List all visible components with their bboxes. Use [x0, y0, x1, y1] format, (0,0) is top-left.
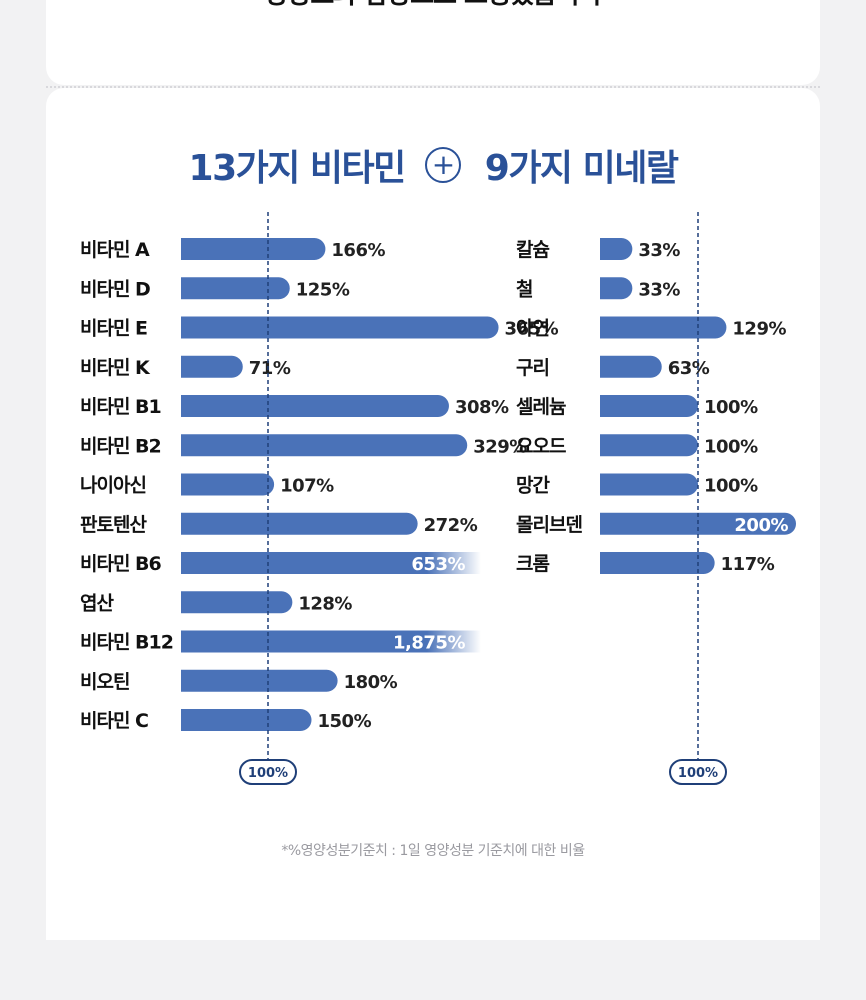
mineral-bar	[600, 238, 633, 260]
vitamin-label: 판토텐산	[80, 514, 147, 536]
vitamin-label: 비타민 C	[80, 710, 148, 732]
vitamin-label: 비타민 B1	[80, 396, 161, 418]
vitamin-bar	[181, 512, 418, 535]
vitamin-value-label: 308%	[455, 397, 509, 418]
chart-heading: 13가지 비타민 + 9가지 미네랄	[0, 142, 866, 189]
vitamin-reference-pill	[239, 759, 297, 785]
card-divider	[46, 86, 820, 88]
vitamin-value-label: 653%	[411, 554, 465, 575]
vitamin-label: 나이아신	[80, 475, 146, 497]
mineral-bar	[600, 316, 727, 339]
mineral-bar	[600, 473, 698, 496]
mineral-label: 요오드	[516, 435, 566, 457]
vitamin-bar	[181, 552, 481, 574]
mineral-value-label: 33%	[638, 279, 680, 300]
top-title: 강장효과 담당으로 조정했습니다	[46, 0, 820, 11]
mineral-label: 아연	[516, 318, 549, 340]
vitamin-value-label: 1,875%	[393, 633, 465, 654]
mineral-label: 구리	[516, 357, 549, 379]
vitamin-label: 비타민 B6	[80, 553, 162, 575]
mineral-label: 셀레늄	[516, 396, 566, 418]
vitamin-reference-label: 100%	[248, 766, 288, 781]
vitamin-label: 비타민 K	[80, 357, 151, 379]
vitamin-bar	[181, 434, 468, 457]
mineral-bar	[600, 434, 698, 457]
vitamin-value-label: 365%	[505, 319, 559, 340]
footnote: *%영양성분기준치 : 1일 영양성분 기준치에 대한 비율	[281, 843, 585, 859]
vitamin-bar	[181, 277, 290, 300]
mineral-bar	[600, 355, 662, 378]
vitamin-bar	[181, 473, 275, 496]
vitamin-label: 비타민 A	[80, 239, 150, 261]
vitamin-value-label: 272%	[424, 515, 478, 536]
vitamin-bar	[181, 669, 338, 692]
vitamin-label: 비오틴	[80, 671, 129, 693]
mineral-reference-pill	[669, 759, 727, 785]
vitamin-bar	[181, 709, 312, 731]
mineral-value-label: 100%	[704, 476, 758, 497]
mineral-label: 몰리브덴	[516, 514, 582, 536]
vitamin-value-label: 71%	[249, 358, 291, 379]
vitamin-label: 비타민 B2	[80, 435, 161, 457]
mineral-value-label: 63%	[668, 358, 710, 379]
vitamin-bar	[181, 591, 293, 614]
heading-vitamins: 13가지 비타민	[188, 148, 407, 189]
vitamin-bar	[181, 238, 326, 260]
mineral-value-label: 100%	[704, 436, 758, 457]
mineral-value-label: 100%	[704, 397, 758, 418]
mineral-bar	[600, 277, 633, 300]
mineral-value-label: 129%	[732, 319, 786, 340]
mineral-reference-label: 100%	[678, 766, 718, 781]
vitamin-value-label: 125%	[296, 279, 350, 300]
vitamin-label: 비타민 E	[80, 318, 147, 340]
vitamin-value-label: 128%	[298, 593, 352, 614]
mineral-label: 칼슘	[516, 239, 549, 261]
mineral-label: 크롬	[516, 553, 549, 575]
vitamin-value-label: 166%	[331, 240, 385, 261]
vitamin-value-label: 107%	[280, 476, 334, 497]
vitamin-value-label: 329%	[473, 436, 527, 457]
vitamin-bar	[181, 316, 499, 339]
mineral-label: 망간	[516, 475, 550, 497]
mineral-bar	[600, 395, 698, 417]
top-card: 강장효과 담당으로 조정했습니다	[46, 0, 820, 85]
mineral-value-label: 33%	[638, 240, 680, 261]
mineral-bar	[600, 552, 715, 574]
mineral-value-label: 117%	[721, 554, 775, 575]
heading-minerals: 9가지 미네랄	[484, 148, 679, 189]
vitamin-label: 비타민 B12	[80, 632, 173, 654]
vitamin-bar	[181, 395, 449, 417]
vitamin-value-label: 180%	[344, 672, 398, 693]
vitamin-value-label: 150%	[318, 711, 372, 732]
vitamin-label: 엽산	[80, 592, 114, 614]
vitamin-label: 비타민 D	[80, 278, 150, 300]
vitamin-bar	[181, 355, 243, 378]
plus-icon: +	[424, 147, 461, 183]
mineral-label: 철	[516, 278, 533, 300]
mineral-value-label: 200%	[734, 515, 788, 536]
vitamin-bar	[181, 630, 481, 653]
